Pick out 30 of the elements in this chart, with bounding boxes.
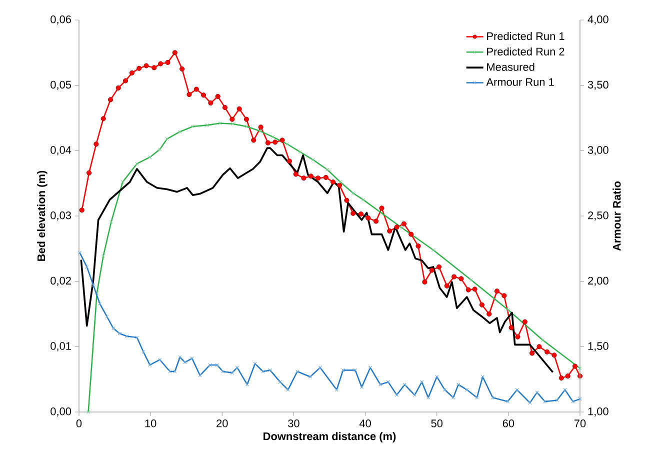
- y-tick-label: 0,02: [50, 276, 71, 286]
- x-axis-title: Downstream distance (m): [264, 432, 396, 442]
- y-tick-label: 0,01: [50, 342, 71, 352]
- y-tick-label: 0,03: [50, 211, 72, 221]
- x-tick-label: 20: [216, 420, 228, 428]
- y2-tick-label: 1,50: [588, 342, 608, 352]
- legend-label: Measured: [487, 62, 534, 71]
- y-tick-label: 0,04: [50, 146, 72, 156]
- legend-label: Predicted Run 2: [487, 47, 564, 56]
- y-tick-label: 0,06: [50, 15, 72, 25]
- y2-tick-label: 3,00: [588, 146, 608, 156]
- y2-tick-label: 2,00: [588, 276, 608, 286]
- x-tick-label: 70: [574, 420, 586, 428]
- x-tick-label: 60: [502, 420, 514, 428]
- y-tick-label: 0,00: [50, 407, 72, 417]
- legend-label: Armour Run 1: [486, 78, 554, 86]
- y2-tick-label: 4,00: [588, 15, 608, 25]
- y2-axis-title: Armour Ratio: [612, 181, 621, 251]
- line-series: [80, 147, 554, 374]
- x-tick-label: 0: [76, 420, 82, 428]
- y-tick-label: 0,05: [50, 80, 72, 90]
- y2-tick-label: 1,00: [588, 407, 608, 417]
- y2-tick-label: 2,50: [588, 211, 608, 221]
- y2-tick-label: 3,50: [588, 80, 608, 90]
- x-tick-label: 50: [431, 420, 443, 428]
- x-tick-label: 40: [359, 420, 371, 428]
- x-tick-label: 30: [288, 420, 300, 428]
- legend-label: Predicted Run 1: [487, 32, 564, 40]
- x-tick-label: 10: [145, 420, 156, 428]
- y-axis-title: Bed elevation (m): [37, 170, 48, 261]
